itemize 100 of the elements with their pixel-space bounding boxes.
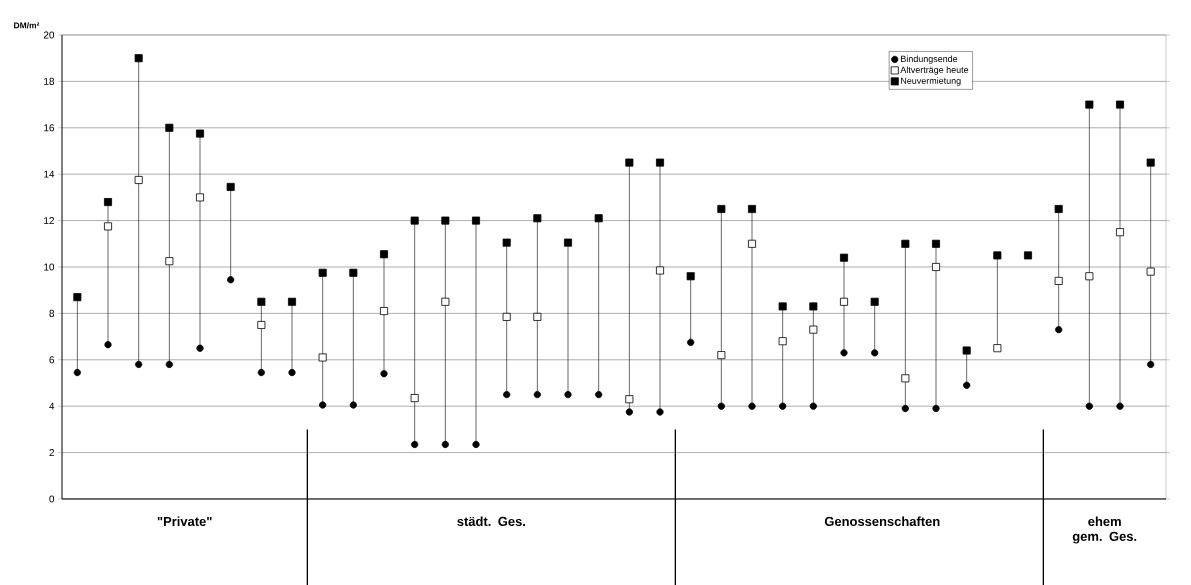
point	[1085, 100, 1094, 109]
point	[594, 214, 603, 223]
point	[809, 325, 818, 334]
point	[1146, 158, 1155, 167]
point	[1146, 267, 1155, 276]
point	[533, 214, 542, 223]
y-tick-label: 14	[44, 170, 55, 178]
point	[1024, 251, 1033, 260]
y-tick-label: 16	[44, 124, 55, 132]
point	[564, 238, 573, 247]
y-tick-label: 6	[49, 356, 55, 364]
point	[73, 293, 82, 302]
point	[656, 266, 665, 275]
point	[196, 344, 204, 352]
point	[226, 182, 235, 191]
point	[625, 395, 634, 404]
point	[595, 390, 603, 399]
point	[1116, 228, 1125, 237]
point	[625, 408, 633, 416]
point	[748, 204, 757, 213]
point	[1085, 272, 1094, 281]
point	[656, 408, 664, 416]
point	[778, 337, 787, 346]
point	[809, 302, 818, 311]
legend-label: Altverträge heute	[900, 66, 969, 75]
y-tick-label: 12	[44, 217, 54, 225]
point	[104, 198, 113, 207]
y-tick-label: 4	[49, 402, 55, 410]
point	[687, 338, 695, 346]
point	[809, 402, 817, 410]
point	[441, 440, 449, 449]
point	[993, 344, 1002, 353]
y-tick-label: 0	[49, 495, 55, 503]
point	[901, 239, 910, 248]
point	[778, 302, 787, 311]
point	[380, 307, 389, 316]
point	[686, 272, 695, 281]
point	[1116, 402, 1124, 410]
point	[257, 368, 265, 377]
point	[165, 360, 173, 369]
y-tick-label: 10	[44, 263, 55, 271]
point	[748, 402, 756, 410]
point	[134, 175, 143, 184]
point	[502, 312, 511, 321]
legend-label: Bindungsende	[901, 55, 958, 64]
point	[502, 238, 511, 247]
y-tick-label: 2	[49, 449, 54, 457]
point	[993, 251, 1002, 260]
point	[318, 268, 327, 277]
point	[104, 341, 112, 349]
point	[227, 276, 235, 284]
point	[564, 390, 572, 399]
point	[962, 346, 971, 355]
point	[870, 297, 879, 306]
point	[717, 351, 726, 360]
text: "Private"	[157, 516, 212, 527]
point	[963, 381, 971, 389]
point	[441, 297, 450, 306]
point	[1054, 276, 1063, 285]
point	[472, 216, 481, 225]
point	[411, 440, 419, 449]
point	[1147, 360, 1155, 369]
text: städt. Ges.	[457, 516, 525, 527]
point	[349, 401, 357, 409]
y-axis-title: DM/m²	[14, 22, 40, 29]
point	[932, 239, 941, 248]
point	[533, 312, 542, 321]
y-tick-label: 8	[49, 309, 55, 317]
y-tick-label: 20	[43, 31, 55, 39]
point	[410, 394, 419, 403]
point	[196, 193, 205, 202]
point	[1116, 100, 1125, 109]
point	[135, 360, 143, 369]
point	[503, 390, 511, 399]
text: Genossenschaften	[824, 516, 940, 527]
point	[901, 404, 909, 413]
point	[1054, 204, 1063, 213]
point	[318, 353, 327, 362]
point	[625, 158, 634, 167]
point	[349, 268, 358, 277]
point	[165, 257, 174, 266]
point	[165, 123, 174, 132]
point	[717, 204, 726, 213]
point	[319, 401, 327, 409]
point	[656, 158, 665, 167]
point	[871, 349, 879, 357]
point	[288, 297, 297, 306]
point	[840, 297, 849, 306]
point	[717, 402, 725, 410]
point	[380, 370, 388, 378]
point	[73, 368, 81, 377]
point	[1085, 402, 1093, 410]
point	[932, 262, 941, 271]
point	[1055, 326, 1063, 334]
point	[748, 239, 757, 248]
point	[932, 404, 940, 413]
point	[901, 374, 910, 383]
y-tick-label: 18	[44, 77, 55, 85]
point	[441, 216, 450, 225]
point	[410, 216, 419, 225]
